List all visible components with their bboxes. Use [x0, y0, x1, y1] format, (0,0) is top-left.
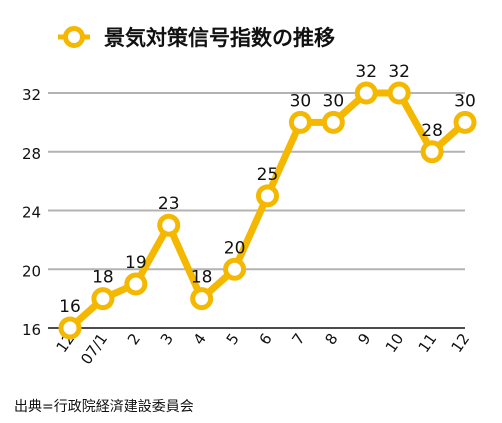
- data-point: [321, 110, 345, 134]
- data-point: [157, 213, 181, 237]
- data-label: 19: [125, 253, 147, 273]
- data-labels: 16 18 19 23 18 20 25 30 30 32 32 28 30: [59, 62, 476, 317]
- data-point: [387, 81, 411, 105]
- data-point: [190, 287, 214, 311]
- x-tick-label: 4: [190, 330, 210, 348]
- x-tick-label: 07/1: [77, 330, 111, 368]
- data-label: 28: [421, 121, 443, 141]
- data-point: [256, 184, 279, 208]
- data-point: [288, 110, 312, 134]
- data-point: [58, 316, 82, 340]
- x-tick-label: 11: [415, 330, 441, 356]
- data-point: [91, 287, 115, 311]
- data-label: 18: [191, 268, 213, 288]
- data-label: 23: [158, 194, 180, 214]
- grid: [48, 92, 465, 329]
- legend-label: 景気対策信号指数の推移: [104, 26, 335, 50]
- y-tick-label: 20: [22, 262, 41, 280]
- x-tick-label: 12: [448, 330, 474, 356]
- data-label: 32: [388, 62, 410, 82]
- x-tick-label: 10: [382, 330, 408, 356]
- x-tick-label: 8: [321, 330, 341, 348]
- y-axis-tick-labels: 16 20 24 28 32: [22, 86, 41, 339]
- data-label: 20: [224, 238, 246, 258]
- legend: 景気対策信号指数の推移: [58, 26, 335, 50]
- y-tick-label: 24: [22, 204, 41, 222]
- x-tick-label: 5: [223, 330, 243, 348]
- data-label: 30: [290, 91, 312, 111]
- data-label: 32: [355, 62, 377, 82]
- x-tick-label: 7: [288, 330, 308, 348]
- data-point: [453, 110, 477, 134]
- data-label: 30: [323, 91, 345, 111]
- data-point: [223, 257, 247, 281]
- source-note: 出典=行政院経済建設委員会: [14, 399, 194, 415]
- y-tick-label: 28: [22, 145, 41, 163]
- data-point: [420, 140, 444, 164]
- legend-point-marker: [63, 26, 85, 48]
- data-point: [124, 272, 148, 296]
- data-points: [58, 81, 477, 340]
- data-label: 18: [92, 268, 114, 288]
- data-label: 25: [257, 165, 279, 185]
- data-label: 16: [59, 297, 81, 317]
- x-tick-label: 2: [124, 330, 144, 348]
- y-tick-label: 32: [22, 86, 41, 104]
- data-point: [354, 81, 378, 105]
- x-tick-label: 9: [354, 330, 374, 348]
- data-label: 30: [454, 91, 476, 111]
- x-tick-label: 3: [157, 330, 177, 348]
- x-tick-label: 6: [256, 330, 276, 348]
- y-tick-label: 16: [22, 321, 41, 339]
